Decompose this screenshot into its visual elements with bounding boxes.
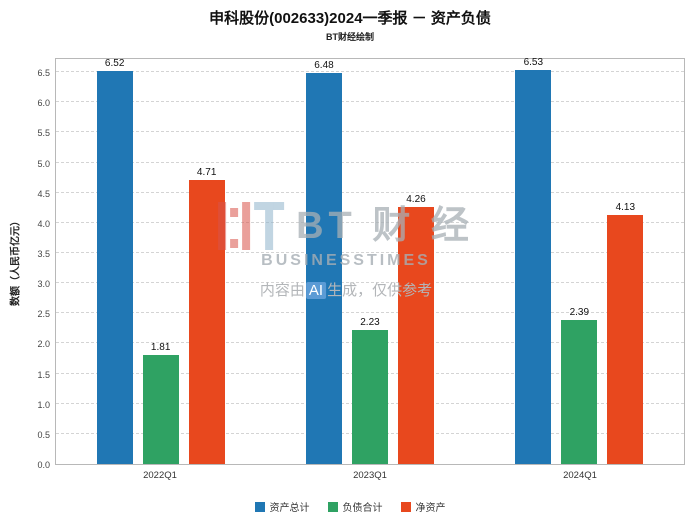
bar: 2.23 — [351, 317, 388, 464]
bar-value-label: 1.81 — [150, 341, 171, 353]
x-axis-label: 2024Q1 — [563, 470, 597, 481]
bar: 4.71 — [188, 167, 225, 464]
x-axis-label: 2022Q1 — [143, 470, 177, 481]
y-tick-label: 4.5 — [37, 188, 50, 199]
gridline — [56, 221, 684, 223]
x-axis-label: 2023Q1 — [353, 470, 387, 481]
gridline — [56, 71, 684, 73]
y-tick-label: 2.0 — [37, 339, 50, 350]
bar-value-label: 6.48 — [314, 60, 334, 72]
gridline — [56, 282, 684, 284]
bar-group: 6.53 2.39 4.13 — [475, 57, 684, 464]
bar-group: 6.52 1.81 4.71 — [56, 58, 265, 464]
bar: 6.53 — [515, 57, 552, 464]
x-axis-labels: 2022Q1 2023Q1 2024Q1 — [55, 470, 685, 481]
bar-value-label: 6.52 — [104, 57, 125, 69]
y-tick-label: 0.0 — [37, 460, 50, 470]
bar-group: 6.48 2.23 4.26 — [265, 59, 474, 464]
bar: 4.26 — [397, 194, 434, 464]
y-tick-label: 2.5 — [37, 309, 50, 320]
bar: 2.39 — [561, 307, 598, 464]
gridline — [56, 251, 684, 253]
bar-value-label: 4.26 — [406, 194, 426, 206]
y-tick-label: 1.5 — [37, 369, 50, 380]
legend-label: 净资产 — [415, 503, 446, 514]
bar: 4.13 — [607, 202, 644, 464]
y-tick-label: 6.0 — [37, 98, 50, 109]
legend-item: 净资产 — [400, 499, 446, 514]
bar: 6.52 — [96, 58, 133, 464]
y-tick-label: 3.5 — [37, 248, 50, 259]
gridline — [56, 131, 684, 133]
bar-value-label: 4.71 — [196, 167, 217, 179]
chart-title: 申科股份(002633)2024一季报 － 资产负债 — [209, 10, 491, 27]
bar-groups: 6.52 1.81 4.71 6.48 2.23 4.26 6.53 2.39 4.13 — [56, 57, 684, 464]
legend-swatch — [400, 501, 411, 512]
y-tick-label: 0.5 — [37, 429, 50, 440]
y-axis-ticks: 0.0 0.5 1.0 1.5 2.0 2.5 3.0 3.5 4.0 4.5 5.0 5.5 6.0 6… — [20, 58, 50, 470]
gridline — [56, 161, 684, 163]
legend-label: 资产总计 — [269, 503, 310, 514]
y-tick-label: 4.0 — [37, 218, 50, 229]
y-tick-label: 5.5 — [37, 128, 50, 139]
chart-subtitle: BT财经绘制 — [326, 32, 374, 42]
y-tick-label: 5.0 — [37, 158, 50, 169]
gridline — [56, 101, 684, 103]
bar-value-label: 4.13 — [615, 201, 636, 213]
legend-item: 负债合计 — [327, 499, 383, 514]
gridline — [56, 312, 684, 314]
bar-value-label: 2.23 — [360, 316, 380, 328]
gridline — [56, 191, 684, 193]
y-tick-label: 3.0 — [37, 279, 50, 290]
legend-swatch — [254, 501, 265, 512]
legend-label: 负债合计 — [342, 503, 383, 514]
legend-swatch — [327, 501, 338, 512]
y-tick-label: 1.0 — [37, 399, 50, 410]
legend: 资产总计 负债合计 净资产 — [0, 499, 700, 514]
bar: 6.48 — [305, 60, 342, 464]
bar-value-label: 2.39 — [569, 306, 590, 318]
legend-item: 资产总计 — [254, 499, 310, 514]
plot-area: 6.52 1.81 4.71 6.48 2.23 4.26 6.53 2.39 4.13 BT … — [55, 57, 685, 465]
bar-value-label: 6.53 — [523, 57, 544, 69]
bar: 1.81 — [142, 342, 179, 464]
y-tick-label: 6.5 — [37, 68, 50, 79]
